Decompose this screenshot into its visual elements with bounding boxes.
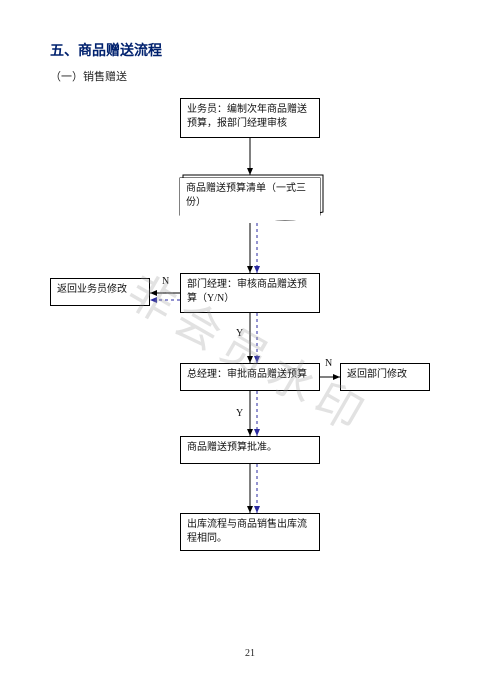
flow-doc-d1: 商品赠送预算清单（一式三份） — [180, 178, 320, 220]
section-heading: 五、商品赠送流程 — [50, 40, 460, 60]
section-subheading: （一）销售赠送 — [50, 68, 460, 84]
flowchart: 业务员：编制次年商品赠送预算，报部门经理审核商品赠送预算清单（一式三份） 部门经理… — [50, 98, 430, 618]
edge-label: Y — [236, 408, 243, 419]
flow-node-n5: 返回部门修改 — [340, 363, 430, 391]
edge-label: N — [325, 358, 332, 369]
flow-node-n4: 总经理：审批商品赠送预算 — [180, 363, 320, 391]
edge-label: Y — [236, 328, 243, 339]
flow-node-n2: 部门经理：审核商品赠送预算（Y/N） — [180, 273, 320, 313]
edge-label: N — [162, 276, 169, 287]
flow-node-n1: 业务员：编制次年商品赠送预算，报部门经理审核 — [180, 98, 320, 138]
page: 五、商品赠送流程 （一）销售赠送 业务员：编制次年商品赠送预算，报部门经理审核商… — [0, 0, 500, 677]
flow-node-n6: 商品赠送预算批准。 — [180, 436, 320, 464]
flow-node-n3: 返回业务员修改 — [50, 278, 150, 306]
flow-node-n7: 出库流程与商品销售出库流程相同。 — [180, 513, 320, 551]
page-number: 21 — [0, 648, 500, 659]
